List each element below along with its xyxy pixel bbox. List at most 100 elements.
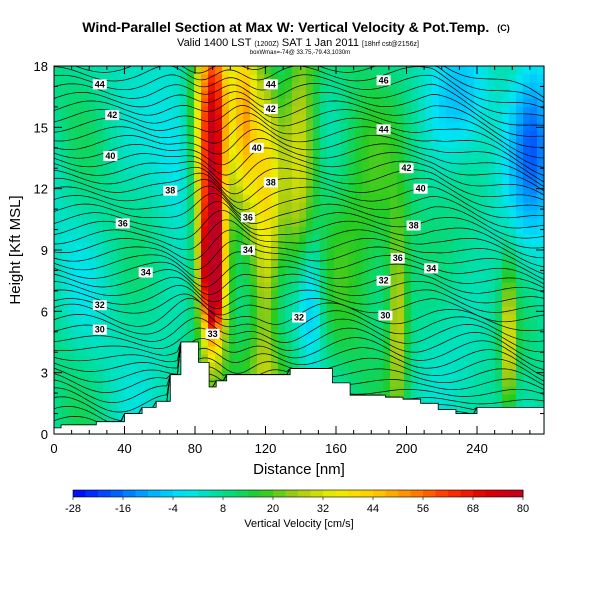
w-cell <box>124 282 132 291</box>
w-cell <box>334 354 342 363</box>
w-cell <box>250 322 258 331</box>
w-cell <box>383 210 391 219</box>
w-cell <box>446 258 454 267</box>
w-cell <box>103 178 111 187</box>
w-cell <box>61 90 69 99</box>
w-cell <box>432 82 440 91</box>
w-cell <box>61 298 69 307</box>
w-cell <box>488 90 496 99</box>
w-cell <box>369 338 377 347</box>
w-cell <box>54 338 62 347</box>
w-cell <box>327 154 335 163</box>
w-cell <box>152 82 160 91</box>
w-cell <box>495 114 503 123</box>
w-cell <box>180 202 188 211</box>
w-cell <box>285 202 293 211</box>
w-cell <box>61 138 69 147</box>
w-cell <box>215 122 223 131</box>
w-cell <box>61 170 69 179</box>
w-cell <box>103 186 111 195</box>
w-cell <box>243 162 251 171</box>
w-cell <box>96 370 104 379</box>
contour-label: 42 <box>266 104 276 114</box>
w-cell <box>278 282 286 291</box>
w-cell <box>124 242 132 251</box>
w-cell <box>474 218 482 227</box>
w-cell <box>467 346 475 355</box>
w-cell <box>488 154 496 163</box>
w-cell <box>110 322 118 331</box>
w-cell <box>173 282 181 291</box>
w-cell <box>89 90 97 99</box>
w-cell <box>61 386 69 395</box>
w-cell <box>530 218 538 227</box>
w-cell <box>103 258 111 267</box>
w-cell <box>341 98 349 107</box>
theta-contour <box>53 98 545 148</box>
w-cell <box>82 106 90 115</box>
w-cell <box>474 194 482 203</box>
colorbar-tick-label: -28 <box>65 503 81 515</box>
w-cell <box>250 266 258 275</box>
w-cell <box>264 170 272 179</box>
w-cell <box>523 114 531 123</box>
w-cell <box>208 130 216 139</box>
w-cell <box>446 306 454 315</box>
w-cell <box>299 250 307 259</box>
w-cell <box>278 210 286 219</box>
w-cell <box>187 282 195 291</box>
w-cell <box>285 122 293 131</box>
w-cell <box>110 298 118 307</box>
w-cell <box>502 370 510 379</box>
w-cell <box>82 322 90 331</box>
w-cell <box>159 162 167 171</box>
w-cell <box>103 98 111 107</box>
w-cell <box>285 90 293 99</box>
w-cell <box>404 274 412 283</box>
w-cell <box>425 202 433 211</box>
w-cell <box>425 362 433 371</box>
w-cell <box>166 346 174 355</box>
w-cell <box>54 146 62 155</box>
w-cell <box>117 266 125 275</box>
w-cell <box>516 370 524 379</box>
w-cell <box>411 386 419 395</box>
w-cell <box>299 130 307 139</box>
w-cell <box>264 330 272 339</box>
w-cell <box>439 106 447 115</box>
w-cell <box>467 74 475 83</box>
w-cell <box>61 154 69 163</box>
w-cell <box>82 370 90 379</box>
w-cell <box>173 138 181 147</box>
w-cell <box>89 370 97 379</box>
w-cell <box>250 306 258 315</box>
w-cell <box>362 162 370 171</box>
w-cell <box>446 242 454 251</box>
w-cell <box>131 338 139 347</box>
w-cell <box>89 194 97 203</box>
w-cell <box>68 354 76 363</box>
w-cell <box>54 370 62 379</box>
w-cell <box>383 370 391 379</box>
w-cell <box>495 258 503 267</box>
w-cell <box>453 354 461 363</box>
w-cell <box>215 322 223 331</box>
w-cell <box>502 282 510 291</box>
w-cell <box>474 114 482 123</box>
w-cell <box>509 386 517 395</box>
w-cell <box>439 314 447 323</box>
w-cell <box>292 362 300 371</box>
w-cell <box>439 354 447 363</box>
w-cell <box>229 178 237 187</box>
w-cell <box>250 82 258 91</box>
w-cell <box>488 346 496 355</box>
w-cell <box>362 98 370 107</box>
w-cell <box>460 394 468 403</box>
w-cell <box>397 226 405 235</box>
w-cell <box>215 354 223 363</box>
w-cell <box>432 306 440 315</box>
w-cell <box>537 338 545 347</box>
w-cell <box>68 370 76 379</box>
w-cell <box>278 146 286 155</box>
w-cell <box>75 274 83 283</box>
